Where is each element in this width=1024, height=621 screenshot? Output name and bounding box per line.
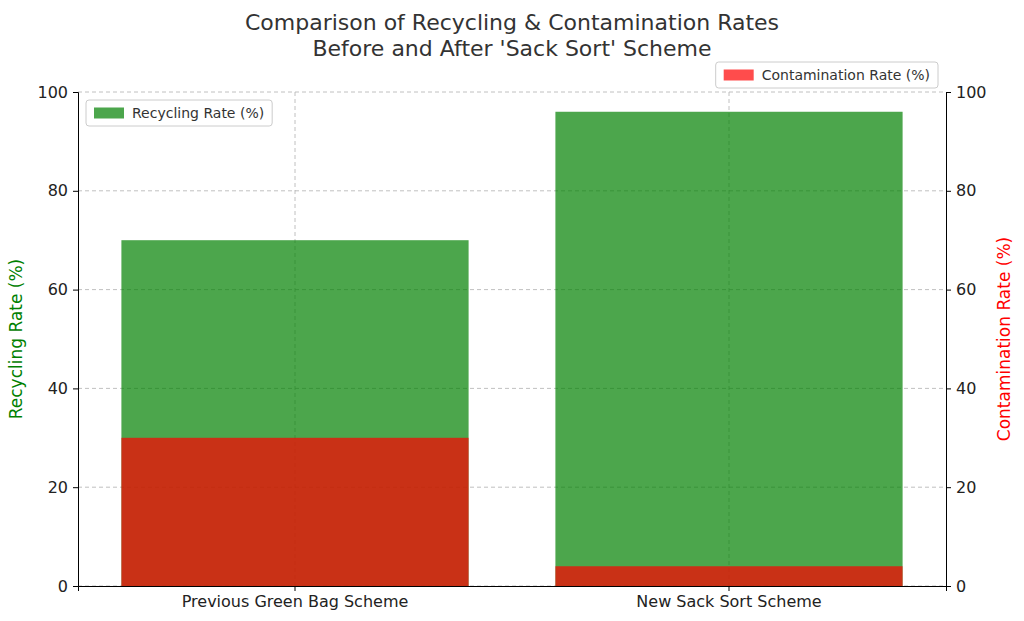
y2-axis-title: Contamination Rate (%) [994,237,1014,441]
y2-axis-tick-label: 40 [956,379,976,398]
legend-swatch [724,70,754,81]
y2-axis-tick-mark [946,290,951,291]
bars [121,112,902,586]
chart-title-line: Comparison of Recycling & Contamination … [245,10,779,35]
y2-axis: 0 20 40 60 80 100 [946,83,987,596]
y-axis-tick-mark [73,92,78,93]
legend-box [716,62,938,88]
y2-axis-tick-label: 20 [956,478,976,497]
y2-axis-tick-label: 80 [956,181,976,200]
y2-axis-tick-mark [946,388,951,389]
y-axis-tick-label: 40 [48,379,68,398]
chart: Comparison of Recycling & Contamination … [0,0,1024,621]
y-axis-tick-label: 100 [37,83,68,102]
y-axis-tick-label: 20 [48,478,68,497]
y2-axis-tick: 20 [946,478,976,497]
y-axis-tick-label: 60 [48,280,68,299]
bar [121,240,468,586]
y-axis-tick-mark [73,487,78,488]
y-axis-tick: 0 [58,577,78,596]
y-axis-tick-label: 80 [48,181,68,200]
y2-axis-tick-mark [946,487,951,488]
chart-title-line: Before and After 'Sack Sort' Scheme [312,36,711,61]
bar [555,112,902,586]
x-axis: Previous Green Bag Scheme New Sack Sort S… [79,586,947,611]
legend: Recycling Rate (%) [86,100,272,126]
y2-axis-tick: 0 [946,577,966,596]
x-tick-mark [295,586,296,591]
y2-axis-tick-mark [946,191,951,192]
y2-axis-line [947,93,952,587]
x-tick-label: Previous Green Bag Scheme [182,592,409,611]
legend-box [86,100,272,126]
legend-label: Recycling Rate (%) [132,105,264,121]
x-axis-tick: New Sack Sort Scheme [636,586,821,611]
x-axis-tick: Previous Green Bag Scheme [182,586,409,611]
y-axis: 0 20 40 60 80 100 [37,83,78,596]
y2-axis-tick: 80 [946,181,976,200]
y2-axis-tick-mark [946,92,951,93]
y-axis-tick-mark [73,388,78,389]
y-axis-tick: 40 [48,379,78,398]
y-axis-tick-mark [73,586,78,587]
y-axis-tick-mark [73,290,78,291]
y2-axis-tick: 40 [946,379,976,398]
legend: Contamination Rate (%) [716,62,938,88]
grid [78,92,946,586]
y-axis-title: Recycling Rate (%) [6,259,26,419]
y2-axis-tick: 60 [946,280,976,299]
y2-axis-tick-label: 60 [956,280,976,299]
legend-swatch [94,108,124,119]
y2-axis-tick-mark [946,586,951,587]
y-axis-tick: 60 [48,280,78,299]
y-axis-tick: 80 [48,181,78,200]
x-tick-label: New Sack Sort Scheme [636,592,821,611]
y2-axis-tick-label: 100 [956,83,987,102]
y-axis-tick: 100 [37,83,78,102]
grid-line-y [78,92,946,93]
y-axis-line [73,93,79,587]
y-axis-tick: 20 [48,478,78,497]
x-axis-line [79,587,947,592]
bar [555,566,902,586]
y-axis-tick-mark [73,191,78,192]
y-axis-tick-label: 0 [58,577,68,596]
chart-title: Comparison of Recycling & Contamination … [245,10,779,61]
bar [121,438,468,586]
legend-label: Contamination Rate (%) [762,67,930,83]
y2-axis-tick: 100 [946,83,987,102]
y2-axis-tick-label: 0 [956,577,966,596]
x-tick-mark [729,586,730,591]
